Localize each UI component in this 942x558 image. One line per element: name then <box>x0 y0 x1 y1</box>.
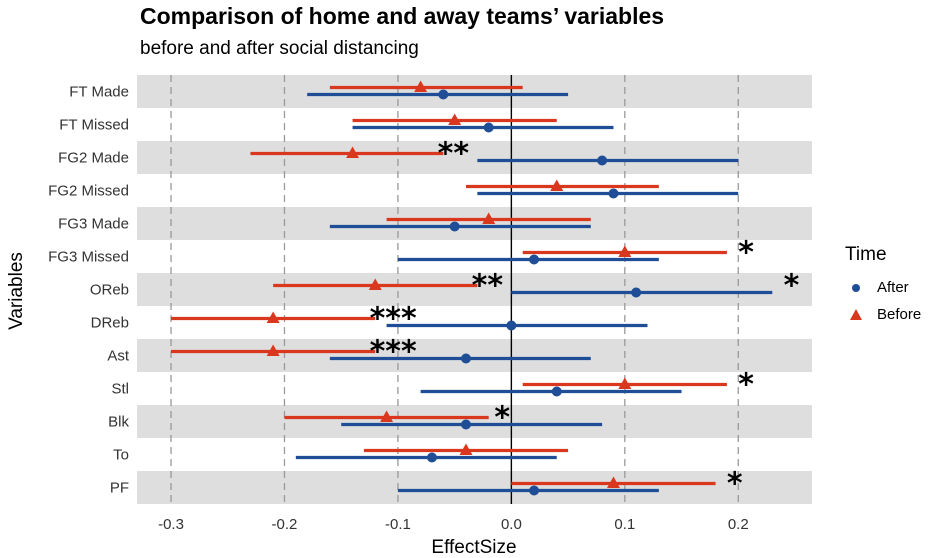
point-after <box>551 386 562 397</box>
significance-marker: *** <box>370 335 417 370</box>
row-band <box>137 75 812 108</box>
x-tick-labels: -0.3 -0.2 -0.1 0.0 0.1 0.2 <box>158 516 749 533</box>
row-band <box>137 141 812 174</box>
point-after <box>449 221 460 232</box>
point-before <box>414 80 428 92</box>
point-after <box>608 188 619 199</box>
row-bands <box>137 75 812 504</box>
significance-marker: * <box>738 236 754 271</box>
legend-item-after: After <box>845 274 921 301</box>
y-tick-label: OReb <box>90 282 129 299</box>
legend: Time After Before <box>845 244 921 328</box>
x-tick-label: -0.3 <box>158 516 184 533</box>
point-before <box>266 311 280 323</box>
y-tick-label: FG2 Made <box>58 150 129 167</box>
chart-title: Comparison of home and away teams’ varia… <box>140 3 665 29</box>
y-tick-label: PF <box>110 480 129 497</box>
x-tick-label: 0.1 <box>614 516 635 533</box>
legend-item-before: Before <box>845 301 921 328</box>
significance-marker: *** <box>370 302 417 337</box>
x-tick-label: 0.2 <box>728 516 749 533</box>
point-before <box>482 212 496 224</box>
y-tick-label: Blk <box>108 414 129 431</box>
row-band <box>137 339 812 372</box>
point-after <box>438 89 449 100</box>
circle-marker-icon <box>845 278 867 298</box>
point-before <box>448 113 462 125</box>
point-after <box>529 254 540 265</box>
significance-marker: * <box>727 467 743 502</box>
point-before <box>368 278 382 290</box>
y-axis-title: Variables <box>6 252 27 330</box>
row-band <box>137 273 812 306</box>
row-band <box>137 471 812 504</box>
legend-label-before: Before <box>877 306 922 323</box>
y-tick-label: FT Missed <box>59 117 129 134</box>
point-before <box>346 146 360 158</box>
point-after <box>529 485 540 496</box>
y-tick-label: To <box>113 447 129 464</box>
data-marks <box>171 80 773 496</box>
point-before <box>606 476 620 488</box>
point-before <box>618 245 632 257</box>
significance-marker: * <box>738 368 754 403</box>
point-after <box>631 287 642 298</box>
y-tick-label: Stl <box>111 381 129 398</box>
x-tick-label: 0.0 <box>501 516 522 533</box>
point-after <box>506 320 517 331</box>
significance-marker: * <box>494 401 510 436</box>
point-after <box>597 155 608 166</box>
row-band <box>137 405 812 438</box>
y-tick-label: Ast <box>107 348 130 365</box>
y-tick-label: FG3 Missed <box>48 249 129 266</box>
point-before <box>459 443 473 455</box>
point-after <box>483 122 494 133</box>
point-before <box>380 410 394 422</box>
y-tick-label: FG3 Made <box>58 216 129 233</box>
chart-subtitle: before and after social distancing <box>140 38 419 59</box>
y-tick-labels: FT Made FT Missed FG2 Made FG2 Missed FG3 Ma… <box>48 84 130 497</box>
point-before <box>266 344 280 356</box>
x-tick-label: -0.2 <box>272 516 298 533</box>
x-tick-label: -0.1 <box>385 516 411 533</box>
legend-label-after: After <box>877 279 909 296</box>
significance-annotations: ***** ********** <box>370 137 800 502</box>
y-tick-label: FT Made <box>69 84 129 101</box>
point-before <box>550 179 564 191</box>
significance-marker: * <box>784 269 800 304</box>
y-tick-label: FG2 Missed <box>48 183 129 200</box>
point-after <box>460 353 471 364</box>
legend-title: Time <box>845 244 887 265</box>
point-after <box>426 452 437 463</box>
y-tick-label: DReb <box>91 315 129 332</box>
x-axis-title: EffectSize <box>431 537 516 558</box>
point-before <box>618 377 632 389</box>
triangle-marker-icon <box>845 305 867 325</box>
row-band <box>137 207 812 240</box>
significance-marker: ** <box>438 137 470 172</box>
point-after <box>460 419 471 430</box>
significance-marker: ** <box>472 269 504 304</box>
